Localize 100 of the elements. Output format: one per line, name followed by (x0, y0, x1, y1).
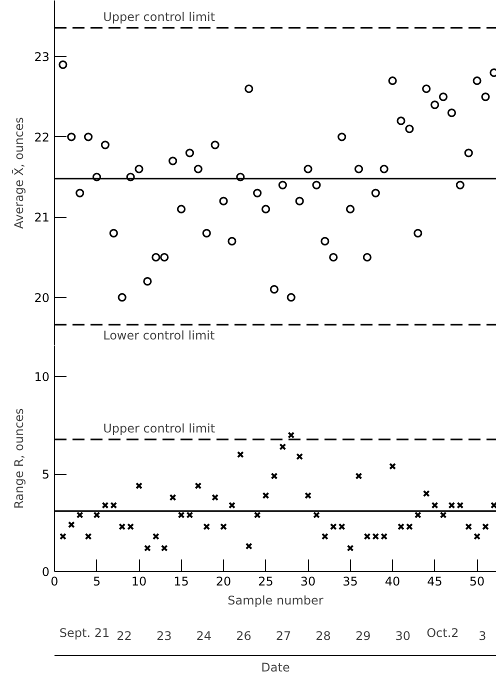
point (465, 523, 472, 530)
point (194, 164, 202, 174)
point (396, 116, 406, 126)
point (313, 512, 320, 518)
x-tick-label: 45 (427, 574, 442, 588)
y-tick-label: 23 (34, 50, 50, 64)
point (220, 523, 227, 530)
point (431, 502, 438, 509)
point (244, 84, 254, 94)
point (59, 532, 66, 540)
point (472, 76, 482, 86)
point (118, 293, 126, 302)
x-tick-label: 50 (469, 574, 485, 588)
x-tick-label: 25 (258, 574, 274, 588)
point (338, 132, 346, 142)
point (438, 92, 448, 102)
point (261, 204, 270, 214)
point (481, 92, 490, 102)
point (320, 236, 330, 246)
point (176, 204, 186, 214)
y-tick-label: 22 (34, 130, 50, 144)
point (270, 285, 279, 294)
point (388, 76, 397, 86)
point (474, 532, 481, 540)
point (84, 132, 93, 142)
ref-line-label: Lower control limit (103, 328, 215, 343)
point (210, 140, 220, 150)
x-tick-label: 5 (92, 574, 101, 588)
point (212, 494, 219, 501)
point (93, 512, 100, 518)
point (380, 164, 388, 174)
text: 28 (316, 628, 331, 643)
point (134, 164, 144, 174)
x-axis-title: Sample number (228, 594, 324, 608)
point (68, 521, 75, 528)
point (354, 164, 364, 174)
point (152, 252, 160, 262)
point (144, 544, 151, 552)
point (262, 492, 270, 499)
x2-axis-title: Date (261, 660, 290, 674)
x-tick-label: 30 (300, 574, 316, 588)
point (414, 512, 422, 518)
point (286, 293, 296, 302)
x-tick-label: 10 (131, 574, 147, 588)
point (160, 544, 168, 552)
text: Oct.2 (426, 626, 459, 640)
x-tick-label: 0 (50, 574, 58, 588)
point (355, 472, 362, 480)
point (100, 140, 110, 150)
y-tick-label: 21 (34, 210, 50, 225)
point (422, 490, 430, 498)
point (389, 462, 396, 470)
point (270, 472, 278, 480)
point (362, 252, 372, 262)
point (279, 443, 286, 450)
point (126, 172, 135, 182)
y-axis-title: Average X̄, ounces (12, 117, 26, 229)
y-tick-label: 5 (42, 468, 50, 482)
point (321, 532, 328, 540)
point (482, 523, 489, 530)
point (278, 180, 287, 190)
x-tick-label: 40 (384, 574, 400, 588)
text: 24 (196, 628, 212, 643)
point (203, 523, 210, 530)
ref-line-label: Upper control limit (103, 10, 216, 24)
text: Sept. 21 (59, 626, 110, 640)
point (371, 188, 380, 198)
x-tick-label: 35 (342, 574, 358, 588)
point (440, 512, 447, 518)
point (76, 188, 84, 198)
point (430, 100, 440, 110)
point (456, 180, 464, 190)
point (245, 542, 252, 550)
point (422, 84, 431, 94)
x-tick-label: 15 (174, 574, 189, 588)
point (346, 204, 355, 214)
text: 3 (478, 628, 486, 643)
point (136, 482, 142, 490)
point (405, 124, 414, 134)
point (194, 482, 202, 490)
point (236, 172, 245, 182)
point (92, 172, 102, 182)
point (464, 148, 473, 158)
point (295, 196, 304, 206)
text: 26 (236, 628, 252, 643)
point (76, 512, 84, 518)
point (228, 502, 236, 509)
point (447, 108, 456, 118)
text: 30 (395, 628, 411, 643)
point (236, 451, 244, 458)
y-tick-label: 10 (34, 370, 50, 384)
point (288, 432, 295, 439)
point (58, 60, 68, 69)
text: 23 (156, 628, 172, 643)
point (219, 196, 228, 206)
point (254, 512, 261, 518)
point (304, 164, 312, 174)
text: 29 (355, 628, 371, 643)
point (168, 156, 178, 166)
y-axis-title: Range R, ounces (12, 408, 26, 509)
